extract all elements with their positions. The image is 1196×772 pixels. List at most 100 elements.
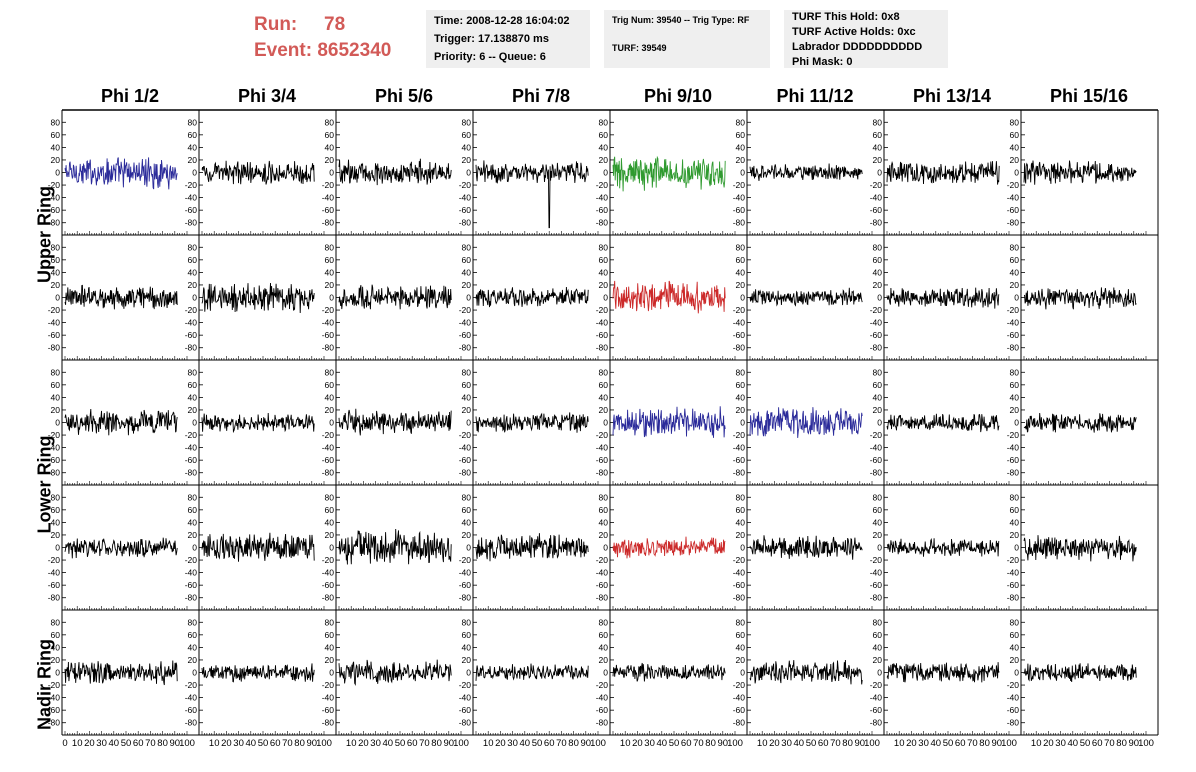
y-tick-label: -40 <box>48 318 61 328</box>
y-tick-label: -20 <box>185 430 198 440</box>
y-tick-label: 20 <box>462 280 472 290</box>
waveform-line <box>886 160 1000 185</box>
y-tick-label: 60 <box>599 130 609 140</box>
x-tick-label: 30 <box>507 738 518 749</box>
y-tick-label: -20 <box>48 680 61 690</box>
x-tick-label: 80 <box>842 738 853 749</box>
y-tick-label: 0 <box>877 543 882 553</box>
y-tick-label: 0 <box>466 668 471 678</box>
y-tick-label: 60 <box>873 505 883 515</box>
x-tick-label: 70 <box>1104 738 1115 749</box>
y-tick-label: 60 <box>1010 130 1020 140</box>
y-tick-label: -20 <box>870 180 883 190</box>
y-tick-label: 60 <box>873 130 883 140</box>
panel-r1-c7: -80 -60 -40 -20 0 20 40 60 80 <box>870 110 1021 236</box>
y-tick-label: -40 <box>596 443 609 453</box>
y-tick-label: 80 <box>736 617 746 627</box>
priority-line: Priority: 6 -- Queue: 6 <box>434 51 546 63</box>
y-tick-label: -40 <box>870 568 883 578</box>
y-tick-label: -40 <box>185 193 198 203</box>
waveform-line <box>64 408 178 436</box>
x-tick-label: 60 <box>544 738 555 749</box>
y-tick-label: -80 <box>459 718 472 728</box>
y-tick-label: -80 <box>48 593 61 603</box>
y-tick-label: -20 <box>870 430 883 440</box>
waveform-line <box>338 158 452 186</box>
y-tick-label: -40 <box>48 193 61 203</box>
panel-r3-c8: -80 -60 -40 -20 0 20 40 60 80 <box>1007 360 1158 486</box>
column-header-1: Phi 1/2 <box>100 86 160 106</box>
x-tick-label: 100 <box>590 738 606 749</box>
waveform-line <box>201 663 315 683</box>
x-tick-label: 10 <box>757 738 768 749</box>
x-tick-label: 30 <box>233 738 244 749</box>
x-tick-label: 80 <box>157 738 168 749</box>
x-tick-label: 40 <box>794 738 805 749</box>
x-tick-label: 10 <box>209 738 220 749</box>
x-tick-label: 90 <box>855 738 866 749</box>
y-tick-label: 60 <box>462 255 472 265</box>
y-tick-label: 0 <box>877 168 882 178</box>
x-tick-label: 40 <box>383 738 394 749</box>
turf-hold-line: TURF This Hold: 0x8 <box>792 11 900 23</box>
y-tick-label: 0 <box>192 293 197 303</box>
y-tick-label: 40 <box>599 267 609 277</box>
y-tick-label: -80 <box>733 593 746 603</box>
y-tick-label: -40 <box>733 193 746 203</box>
y-tick-label: 60 <box>599 255 609 265</box>
y-tick-label: -20 <box>733 680 746 690</box>
y-tick-label: 80 <box>462 117 472 127</box>
x-tick-label: 10 <box>1031 738 1042 749</box>
y-tick-label: -60 <box>596 330 609 340</box>
y-tick-label: -20 <box>185 680 198 690</box>
y-tick-label: 80 <box>1010 367 1020 377</box>
y-tick-label: -80 <box>459 468 472 478</box>
waveform-line <box>749 163 863 181</box>
waveform-line <box>201 160 315 185</box>
waveform-line <box>64 157 178 190</box>
y-tick-label: -60 <box>870 455 883 465</box>
y-tick-label: 80 <box>736 117 746 127</box>
y-tick-label: 40 <box>188 392 198 402</box>
y-tick-label: -20 <box>733 430 746 440</box>
y-tick-label: 60 <box>188 505 198 515</box>
x-tick-label: 60 <box>681 738 692 749</box>
panel-r4-c5: -80 -60 -40 -20 0 20 40 60 80 <box>596 485 747 611</box>
waveform-line <box>1023 412 1137 433</box>
y-tick-label: -40 <box>870 193 883 203</box>
column-header-4: Phi 7/8 <box>511 86 571 106</box>
y-tick-label: 40 <box>462 392 472 402</box>
y-tick-label: 80 <box>599 242 609 252</box>
y-tick-label: -20 <box>322 430 335 440</box>
y-tick-label: -80 <box>185 218 198 228</box>
y-tick-label: -80 <box>1007 468 1020 478</box>
y-tick-label: 80 <box>873 492 883 502</box>
y-tick-label: 80 <box>873 617 883 627</box>
y-tick-label: 40 <box>599 517 609 527</box>
column-header-2: Phi 3/4 <box>237 86 297 106</box>
waveform-line <box>64 284 178 310</box>
y-tick-label: 0 <box>877 418 882 428</box>
y-tick-label: 80 <box>188 117 198 127</box>
run-event-block: Run: 78 Event: 8652340 <box>254 12 391 64</box>
y-tick-label: 20 <box>873 655 883 665</box>
y-tick-label: -20 <box>870 680 883 690</box>
trigger-line: Trigger: 17.138870 ms <box>434 33 549 45</box>
y-tick-label: -20 <box>185 180 198 190</box>
x-tick-label: 20 <box>906 738 917 749</box>
y-tick-label: 0 <box>466 293 471 303</box>
x-tick-label: 100 <box>1138 738 1154 749</box>
waveform-line <box>749 659 863 685</box>
panel-r2-c4: -80 -60 -40 -20 0 20 40 60 80 <box>459 235 610 361</box>
y-tick-label: -60 <box>733 455 746 465</box>
x-tick-label: 60 <box>133 738 144 749</box>
y-tick-label: 60 <box>599 630 609 640</box>
y-tick-label: -60 <box>185 705 198 715</box>
panel-r4-c3: -80 -60 -40 -20 0 20 40 60 80 <box>322 485 473 611</box>
y-tick-label: -20 <box>459 430 472 440</box>
x-tick-label: 50 <box>669 738 680 749</box>
y-tick-label: 0 <box>55 168 60 178</box>
y-tick-label: 40 <box>325 142 335 152</box>
